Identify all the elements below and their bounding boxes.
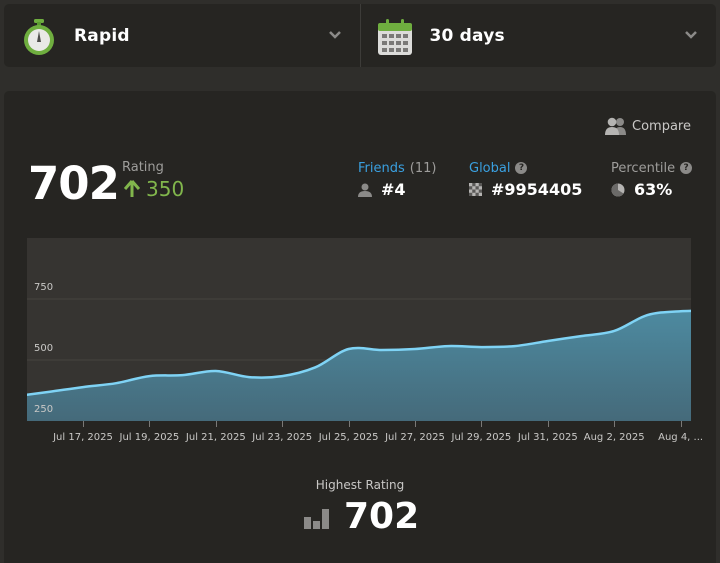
- x-tick: [83, 421, 84, 427]
- rating-delta-value: 350: [146, 177, 185, 201]
- highest-rating: 702: [304, 496, 419, 537]
- percentile[interactable]: Percentile? 63%: [611, 160, 693, 199]
- x-tick-label: Aug 2, 2025: [583, 432, 645, 443]
- bar-chart-icon: [304, 508, 329, 529]
- global-rank-value: #9954405: [491, 180, 583, 199]
- help-icon[interactable]: ?: [515, 162, 528, 174]
- friends-rank-value: #4: [381, 180, 406, 199]
- x-tick: [680, 421, 682, 427]
- x-tick-label: Jul 23, 2025: [252, 432, 313, 443]
- pie-icon: [611, 183, 625, 196]
- friends-rank[interactable]: Friends (11) #4: [358, 160, 436, 199]
- y-tick-500: 500: [34, 343, 54, 354]
- x-tick-label: Jul 25, 2025: [318, 432, 379, 443]
- x-tick-label: Jul 21, 2025: [185, 432, 246, 443]
- y-tick-250: 250: [34, 404, 54, 415]
- period-selector[interactable]: 30 days: [359, 4, 717, 67]
- friends-label: Friends: [358, 160, 405, 176]
- x-tick: [547, 421, 549, 427]
- percentile-value: 63%: [634, 180, 673, 199]
- x-tick-label: Jul 29, 2025: [451, 432, 512, 443]
- x-tick-label: Jul 27, 2025: [385, 432, 445, 443]
- x-tick-label: Aug 4, ...: [658, 432, 704, 443]
- top-bar: Rapid 30 days: [4, 4, 716, 67]
- user-icon: [358, 183, 372, 197]
- x-tick-label: Jul 31, 2025: [517, 432, 578, 443]
- stopwatch-icon: [24, 19, 54, 55]
- rating-card: Compare 702 Rating 350 Friends (11) #4 Gl…: [4, 91, 716, 563]
- x-tick: [282, 421, 284, 427]
- x-tick: [348, 421, 350, 427]
- rating-delta: 350: [124, 177, 184, 201]
- chevron-down-icon: [329, 31, 341, 39]
- friends-count: (11): [409, 160, 437, 176]
- x-tick: [215, 421, 217, 427]
- x-tick: [149, 421, 151, 427]
- x-tick: [415, 421, 416, 427]
- highest-rating-value: 702: [344, 496, 420, 537]
- period-label: 30 days: [429, 26, 505, 46]
- chevron-down-icon: [684, 31, 697, 39]
- chessboard-icon: [469, 183, 482, 196]
- compare-button[interactable]: Compare: [605, 117, 691, 135]
- rating-label: Rating: [122, 160, 164, 175]
- compare-label: Compare: [632, 118, 691, 134]
- y-tick-750: 750: [34, 282, 54, 293]
- x-tick: [481, 421, 483, 427]
- global-label: Global: [469, 160, 511, 176]
- arrow-up-icon: [124, 180, 140, 197]
- help-icon[interactable]: ?: [680, 162, 693, 174]
- highest-rating-label: Highest Rating: [315, 478, 405, 492]
- global-rank[interactable]: Global? #9954405: [469, 160, 582, 199]
- x-tick: [614, 421, 616, 427]
- x-tick-label: Jul 17, 2025: [53, 432, 113, 443]
- x-tick-label: Jul 19, 2025: [119, 432, 180, 443]
- game-type-selector[interactable]: Rapid: [4, 4, 360, 67]
- percentile-label: Percentile: [611, 160, 676, 176]
- calendar-icon: [377, 19, 412, 55]
- current-rating: 702: [28, 157, 120, 210]
- game-type-label: Rapid: [74, 26, 130, 46]
- rating-area-chart: [27, 298, 691, 421]
- users-icon: [605, 117, 627, 135]
- rating-chart[interactable]: 750 500 250: [27, 238, 691, 421]
